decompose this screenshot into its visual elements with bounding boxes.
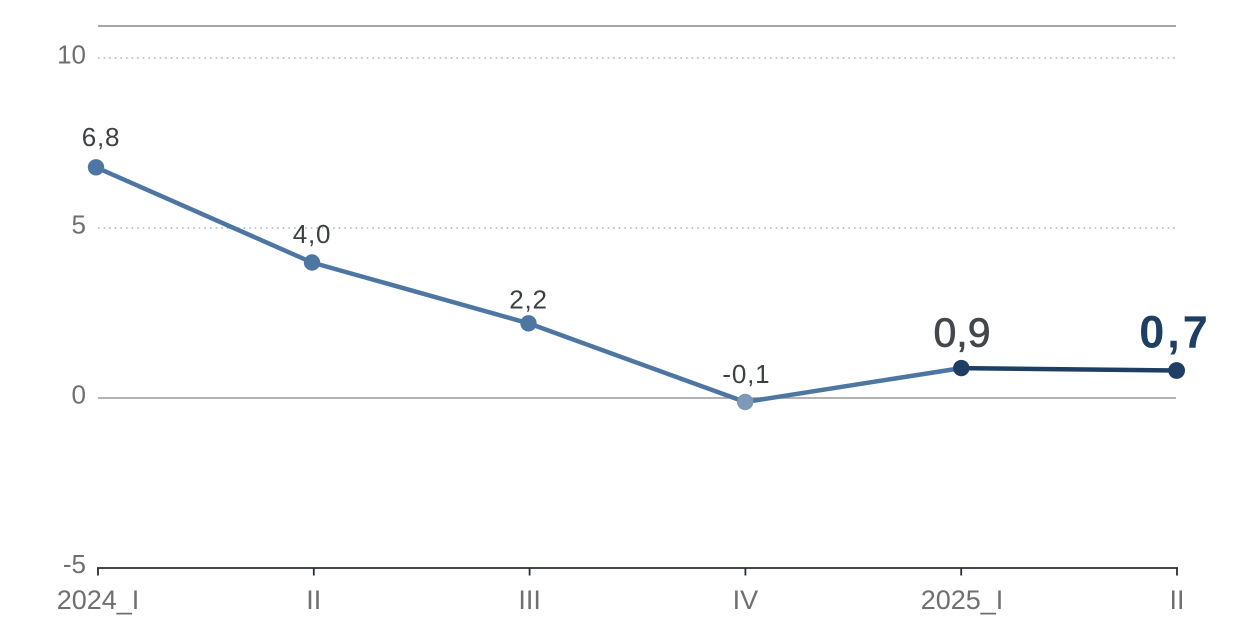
svg-text:0: 0	[72, 380, 86, 410]
svg-text:-5: -5	[63, 549, 86, 579]
svg-text:-0,1: -0,1	[722, 359, 770, 389]
svg-text:II: II	[306, 585, 321, 615]
svg-text:4,0: 4,0	[293, 219, 332, 249]
svg-text:10: 10	[57, 40, 86, 70]
svg-text:2,2: 2,2	[509, 285, 548, 315]
svg-text:II: II	[1169, 585, 1184, 615]
svg-text:0,9: 0,9	[934, 310, 991, 356]
svg-text:IV: IV	[733, 585, 759, 615]
svg-text:0,7: 0,7	[1139, 307, 1211, 358]
svg-text:2025_I: 2025_I	[921, 585, 1004, 615]
svg-text:III: III	[518, 585, 541, 615]
svg-text:6,8: 6,8	[82, 122, 121, 152]
svg-text:2024_I: 2024_I	[57, 585, 140, 615]
svg-text:5: 5	[72, 210, 86, 240]
